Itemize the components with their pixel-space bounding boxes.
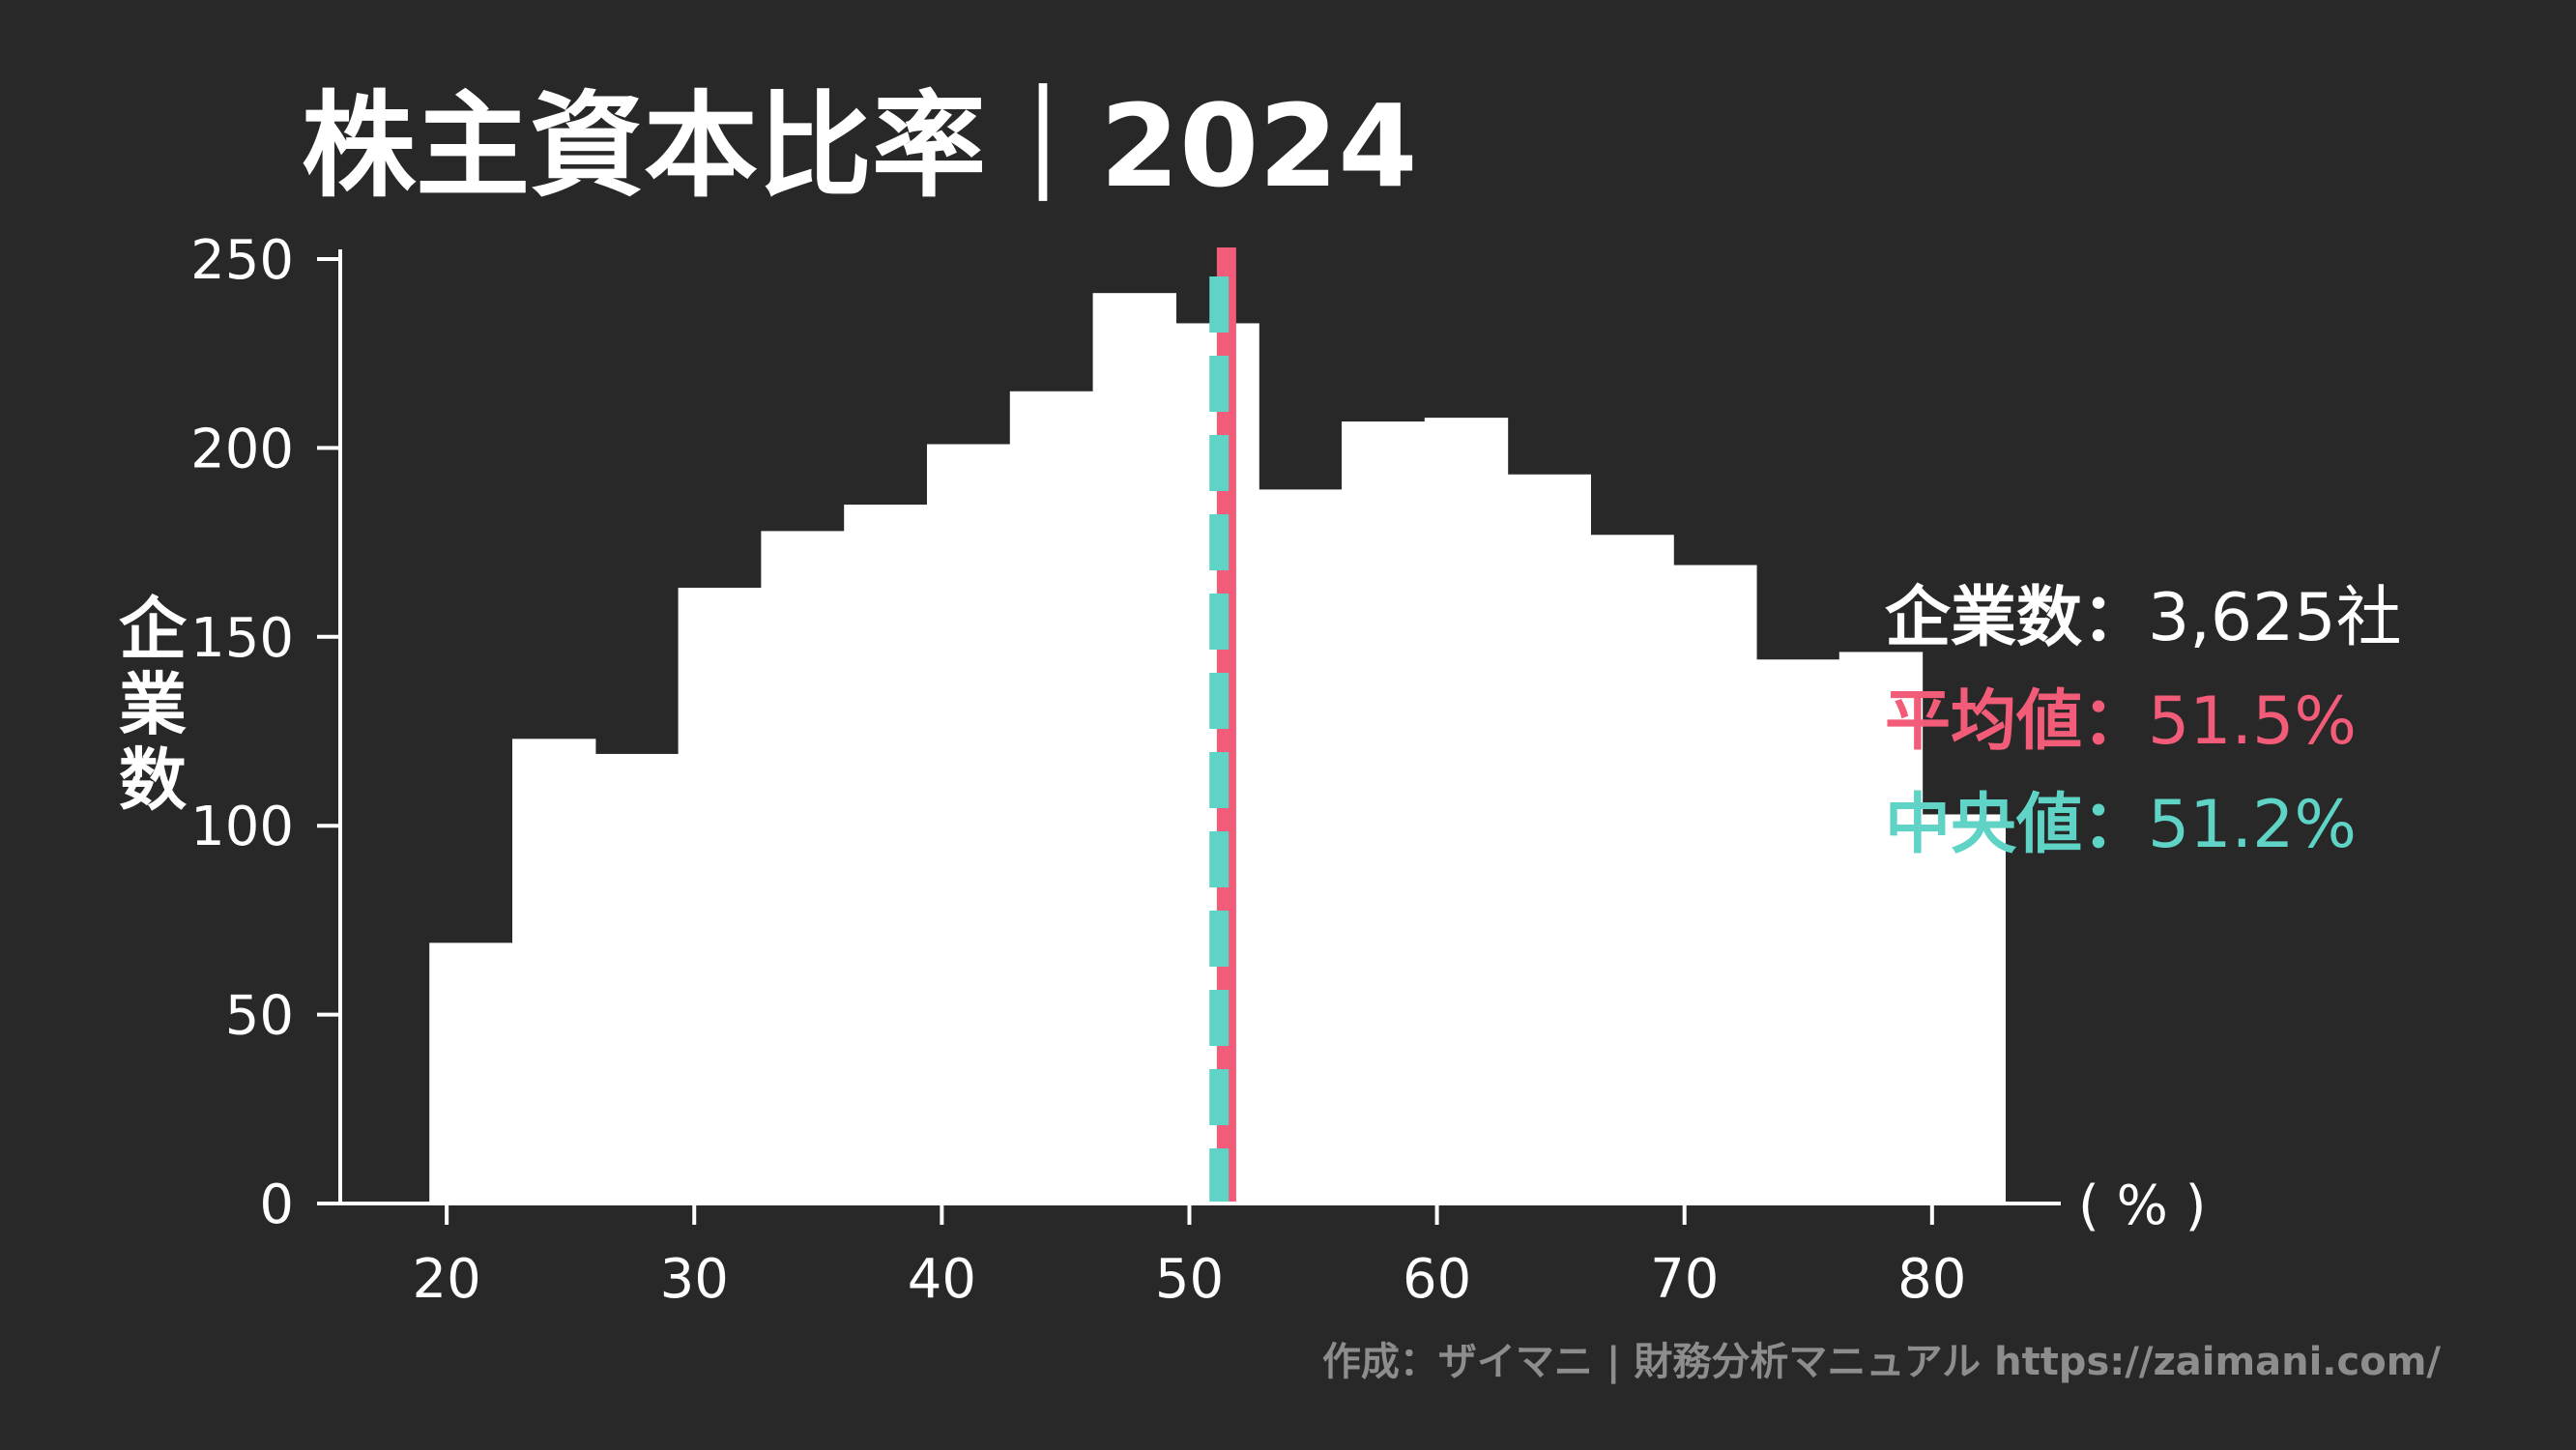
stat-median-value: 51.2% [2148,787,2357,863]
histogram-bar-7 [926,444,1011,1204]
histogram-bar-8 [1009,391,1094,1204]
stat-mean-value: 51.5% [2148,683,2357,760]
y-axis-label-char: 企 [119,590,188,669]
histogram-bar-1 [429,942,513,1204]
y-axis-ticks: 0 50 100 150 200 250 [190,229,340,1236]
x-axis-ticks: 20 30 40 50 60 70 80 [412,1204,1966,1311]
histogram-bar-6 [844,505,928,1204]
chart-title: 株主資本比率｜2024 [302,79,1417,213]
histogram-bar-19 [1922,814,2006,1204]
stat-count-label: 企業数： [1885,580,2148,656]
y-tick-label: 200 [190,418,294,480]
histogram-bar-11 [1259,489,1343,1204]
x-tick-label: 80 [1897,1248,1966,1311]
y-axis-label-char: 数 [119,740,187,820]
stat-lines [1209,247,1236,1204]
histogram-bar-4 [678,587,762,1204]
x-tick-label: 20 [412,1248,480,1311]
stat-median: 中央値：51.2% [1885,787,2357,863]
stat-median-label: 中央値： [1885,787,2148,863]
x-tick-label: 60 [1403,1248,1471,1311]
stat-mean-label: 平均値： [1885,683,2148,760]
y-tick-label: 150 [190,607,294,670]
x-tick-label: 30 [660,1248,729,1311]
histogram-bar-9 [1092,293,1176,1204]
stat-mean: 平均値：51.5% [1885,683,2357,760]
histogram-bar-3 [594,753,680,1204]
histogram-bar-16 [1673,565,1757,1204]
histogram-bar-15 [1590,535,1674,1204]
x-tick-label: 70 [1650,1248,1719,1311]
histogram-bar-12 [1341,421,1426,1204]
stat-count-value: 3,625社 [2148,580,2402,656]
y-axis-label-char: 業 [119,665,187,744]
histogram-bar-17 [1755,659,1840,1204]
x-axis-unit: ( % ) [2078,1174,2207,1237]
y-tick-label: 50 [225,985,294,1048]
y-axis-label: 企業数 [119,590,188,820]
y-tick-label: 100 [190,796,294,858]
histogram-bar-5 [761,531,845,1204]
y-tick-label: 0 [259,1174,294,1236]
histogram-bars [429,293,2006,1204]
histogram-bar-2 [512,739,596,1204]
credit-text: 作成：ザイマニ | 財務分析マニュアル https://zaimani.com/ [1322,1340,2441,1385]
y-tick-label: 250 [190,229,294,292]
histogram-bar-18 [1838,652,1924,1204]
histogram-bar-14 [1507,474,1591,1204]
x-tick-label: 40 [908,1248,976,1311]
stat-count: 企業数：3,625社 [1885,580,2402,656]
x-tick-label: 50 [1155,1248,1224,1311]
histogram-bar-13 [1424,418,1509,1204]
